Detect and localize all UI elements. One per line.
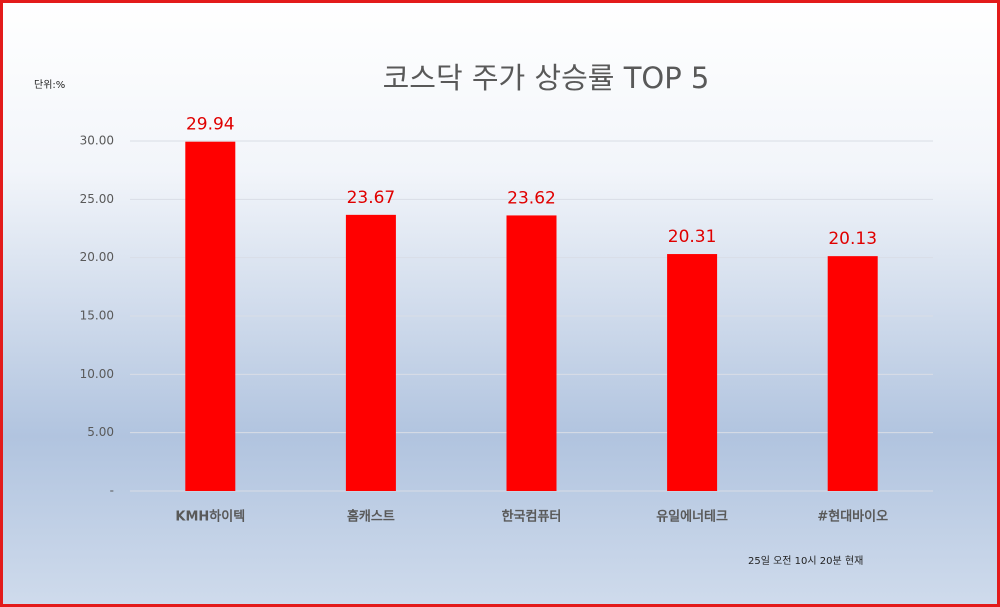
x-tick-label: 유일에너테크 — [656, 509, 728, 525]
x-tick-label: KMH하이텍 — [175, 509, 245, 525]
x-tick-label: #현대바이오 — [817, 509, 888, 525]
x-tick-label: 홈캐스트 — [347, 509, 395, 525]
bar — [345, 214, 396, 491]
y-tick-label: 25.00 — [80, 192, 114, 206]
y-tick-label: 10.00 — [80, 367, 114, 381]
unit-label: 단위:% — [34, 78, 65, 91]
bar — [667, 254, 718, 491]
bar — [827, 256, 878, 491]
value-label: 20.31 — [668, 227, 717, 247]
note: 25일 오전 10시 20분 현재 — [748, 555, 863, 567]
y-tick-label: - — [110, 484, 114, 498]
bar — [185, 141, 236, 491]
chart-title: 코스닥 주가 상승률 TOP 5 — [383, 61, 710, 95]
value-label: 23.62 — [507, 188, 556, 208]
value-label: 20.13 — [828, 229, 877, 249]
y-tick-label: 20.00 — [80, 250, 114, 264]
y-tick-label: 5.00 — [87, 425, 114, 439]
x-tick-label: 한국컴퓨터 — [502, 509, 562, 525]
value-label: 29.94 — [186, 115, 235, 135]
y-tick-label: 30.00 — [80, 134, 114, 148]
y-tick-label: 15.00 — [80, 309, 114, 323]
bar — [506, 215, 557, 491]
value-label: 23.67 — [347, 188, 396, 208]
